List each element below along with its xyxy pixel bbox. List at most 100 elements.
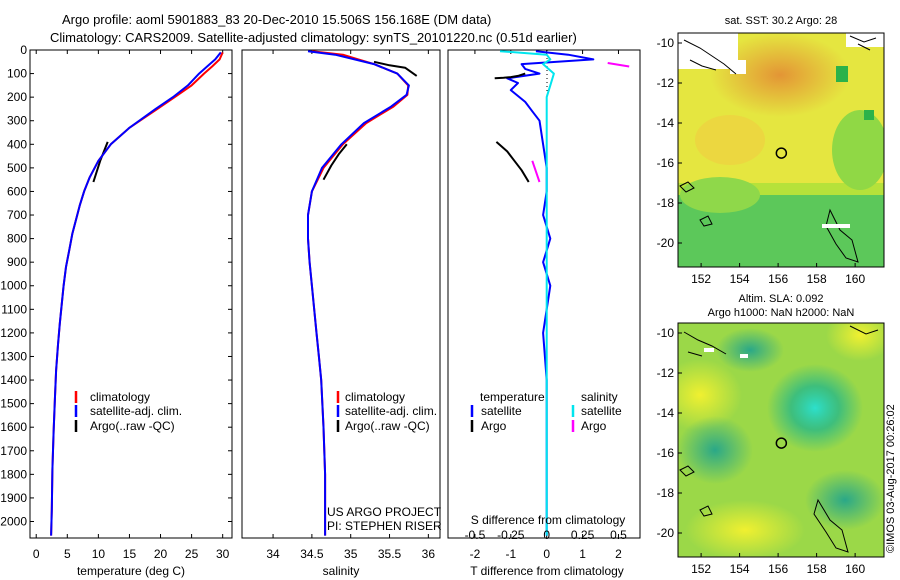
s-tick-label: 0.25 [571,528,595,542]
legend-label-argo: Argo(..raw -QC) [90,419,175,433]
t-difference-label: T difference from climatology [470,564,624,578]
s-difference-label: S difference from climatology [471,513,626,527]
salinity-x-label: salinity [323,564,360,578]
x-tick-label: 36 [422,547,436,561]
argo-location-marker [775,437,788,449]
x-tick-label: 20 [154,547,168,561]
depth-tick-label: 400 [7,137,27,151]
series-s-argo [607,62,630,68]
depth-axis: 0 100 200 300 400 500 600 700 800 900 1000 1100 1200… [0,43,232,528]
sla-missing-data [740,354,748,358]
legend-label-satellite: satellite-adj. clim. [345,404,437,418]
sst-map-title: sat. SST: 30.2 Argo: 28 [725,15,838,27]
depth-tick-label: 1300 [0,349,27,363]
sla-missing-data [704,348,714,352]
series-t-argo [494,72,526,80]
salinity-legend: climatology satellite-adj. clim. Argo(..… [336,390,437,433]
series-s-satellite [499,50,555,536]
depth-tick-label: 2000 [0,514,27,528]
difference-panel: -2 -1 0 1 2 temperature salinity satellite A… [447,49,641,578]
lon-tick-label: 152 [691,272,711,286]
series-s-argo-mid [531,160,541,183]
lat-tick-label: -14 [657,406,675,420]
temperature-x-axis: 0 5 10 15 20 25 30 [33,50,230,561]
sla-high-patch [678,359,742,431]
temperature-panel: 0100200300400500600700800900100011001200… [0,43,233,578]
sst-missing-data [846,33,884,47]
temperature-x-label: temperature (deg C) [77,564,185,578]
depth-tick-label: 1200 [0,326,27,340]
depth-tick-label: 200 [7,90,27,104]
depth-tick-label: 1700 [0,444,27,458]
x-tick-label: 0 [33,547,40,561]
lat-tick-label: -20 [657,526,675,540]
sst-missing-data [730,60,746,74]
sst-mid-patch [680,177,760,213]
lat-tick-label: -18 [657,196,675,210]
x-tick-label: 15 [123,547,137,561]
legend-label-climatology: climatology [90,390,150,404]
sst-lon-axis: 152 154 156 158 160 [691,263,865,286]
lat-tick-label: -10 [657,326,675,340]
depth-tick-label: 700 [7,208,27,222]
series-t-satellite [506,50,595,536]
depth-tick-label: 1400 [0,373,27,387]
series-climatology [50,51,224,536]
sla-map-title: Altim. SLA: 0.092 [739,293,824,305]
s-difference-axis: -0.5 -0.25 0 0.25 0.5 [465,528,628,542]
s-tick-label: 0 [543,528,550,542]
difference-x-axis: -2 -1 0 1 2 [470,50,622,561]
sla-map-subtitle: Argo h1000: NaN h2000: NaN [708,307,855,319]
sst-field [678,33,884,267]
x-tick-label: 1 [579,547,586,561]
depth-tick-label: 1800 [0,467,27,481]
legend-label-s-satellite: satellite [581,404,622,418]
sst-green-cell [836,66,848,82]
coastline-solomon [683,35,877,75]
salinity-x-axis: 34 34.5 35 35.5 36 [266,50,435,561]
sla-map-panel: Altim. SLA: 0.092 Argo h1000: NaN h2000:… [657,293,885,576]
legend-header-temperature: temperature [480,390,545,404]
x-tick-label: -1 [505,547,516,561]
depth-tick-label: 600 [7,184,27,198]
temperature-profiles [50,51,224,536]
coastline-reefs [679,181,859,263]
project-annotation: US ARGO PROJECT [327,505,442,519]
temperature-axes-frame [29,49,233,539]
sla-high-patch [685,500,805,557]
sla-lat-axis: -10 -12 -14 -16 -18 -20 [657,326,682,540]
sla-low-patch [805,470,884,530]
depth-tick-label: 500 [7,161,27,175]
x-tick-label: 5 [64,547,71,561]
sst-mid-patch-east [832,110,884,190]
lon-tick-label: 158 [807,272,827,286]
x-tick-label: 35 [344,547,358,561]
figure-title-line2: Climatology: CARS2009. Satellite-adjuste… [50,30,577,45]
x-tick-label: 25 [185,547,199,561]
depth-tick-label: 900 [7,255,27,269]
series-t-argo-deep [495,141,530,183]
sla-low-patch [678,416,753,484]
figure-title-line1: Argo profile: aoml 5901883_83 20-Dec-201… [62,12,491,27]
legend-label-t-satellite: satellite [481,404,522,418]
difference-axes-frame [447,49,641,539]
sla-field [678,323,884,557]
temperature-legend: climatology satellite-adj. clim. Argo(..… [74,390,182,433]
sla-map-frame [677,322,885,558]
sst-lat-axis: -10 -12 -14 -16 -18 -20 [657,36,682,250]
series-satellite-adj-clim- [307,50,410,536]
coastline-reefs [679,465,849,553]
sst-missing-data [678,33,738,69]
series-argo [92,141,109,183]
legend-label-t-argo: Argo [481,419,507,433]
lat-tick-label: -20 [657,236,675,250]
series-satellite-adj-clim- [50,51,222,536]
imos-credit: ©IMOS 03-Aug-2017 00:26:02 [885,404,897,553]
x-tick-label: 10 [92,547,106,561]
sla-low-patch [716,328,784,372]
lat-tick-label: -16 [657,156,675,170]
legend-label-s-argo: Argo [581,419,607,433]
pi-annotation: PI: STEPHEN RISER [327,519,442,533]
sla-low-center [767,364,863,452]
